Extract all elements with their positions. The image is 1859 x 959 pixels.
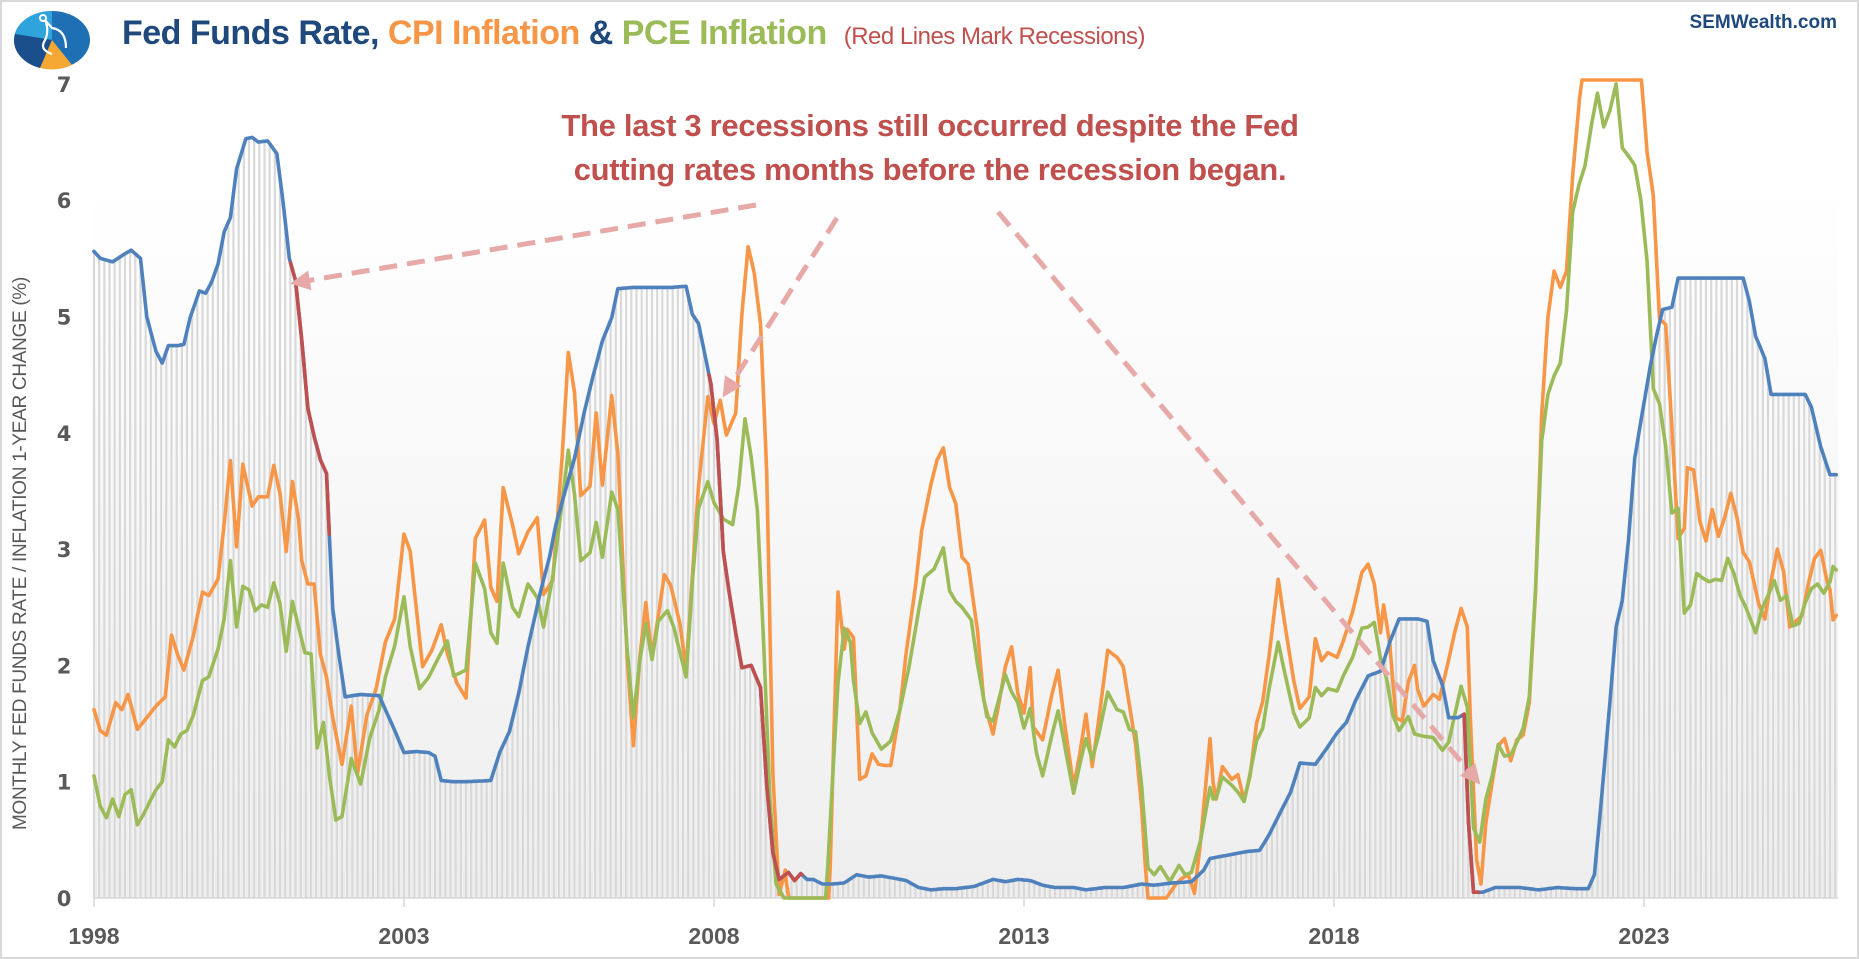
compass-pie-logo-icon (14, 11, 90, 70)
y-tick-label: 4 (57, 422, 72, 446)
recession-segment (1461, 712, 1481, 894)
annotation-line-1: The last 3 recessions still occurred des… (561, 108, 1299, 143)
y-tick-label: 1 (57, 771, 72, 795)
x-tick-label: 2013 (998, 923, 1049, 949)
brand-label: SEMWealth.com (1689, 12, 1837, 33)
title-pce: PCE Inflation (621, 14, 828, 52)
annotation-arrow (290, 202, 757, 291)
x-tick-label: 2018 (1308, 923, 1359, 949)
annotation-line-2: cutting rates months before the recessio… (573, 152, 1287, 187)
annotation-text: The last 3 recessions still occurred des… (500, 104, 1360, 192)
x-tick-label: 1998 (68, 923, 119, 949)
title-cpi: CPI Inflation (387, 14, 580, 52)
recession-segment (707, 373, 804, 883)
x-tick-label: 2023 (1618, 923, 1669, 949)
x-tick-label: 2008 (688, 923, 739, 949)
series-lines (92, 78, 1838, 900)
plot-background (94, 185, 1838, 898)
y-tick-label: 7 (57, 73, 72, 97)
series-line-fed-funds-rate (92, 135, 1838, 894)
annotation-arrows (290, 202, 1481, 785)
series-line-cpi-inflation (92, 78, 1838, 900)
y-axis: 0 1 2 3 4 5 6 7 (57, 73, 72, 911)
y-tick-label: 2 (57, 654, 72, 678)
fed-funds-bars (92, 137, 1837, 898)
y-axis-title: MONTHLY FED FUNDS RATE / INFLATION 1-YEA… (10, 276, 31, 830)
chart-title: Fed Funds Rate, CPI Inflation & PCE Infl… (122, 14, 1146, 53)
annotation-arrow (996, 210, 1481, 785)
y-tick-label: 6 (57, 189, 72, 213)
x-axis: 1998 2003 2008 2013 2018 2023 (68, 898, 1670, 949)
title-fed-funds: Fed Funds Rate, (122, 14, 379, 52)
y-tick-label: 5 (57, 306, 72, 330)
series-line-pce-inflation (92, 82, 1838, 900)
y-tick-label: 0 (57, 887, 72, 911)
recession-segment (288, 261, 332, 536)
title-recession-note: (Red Lines Mark Recessions) (843, 23, 1146, 50)
title-ampersand: & (588, 14, 614, 52)
y-tick-label: 3 (57, 538, 72, 562)
x-tick-label: 2003 (378, 923, 429, 949)
annotation-arrow (722, 216, 840, 398)
